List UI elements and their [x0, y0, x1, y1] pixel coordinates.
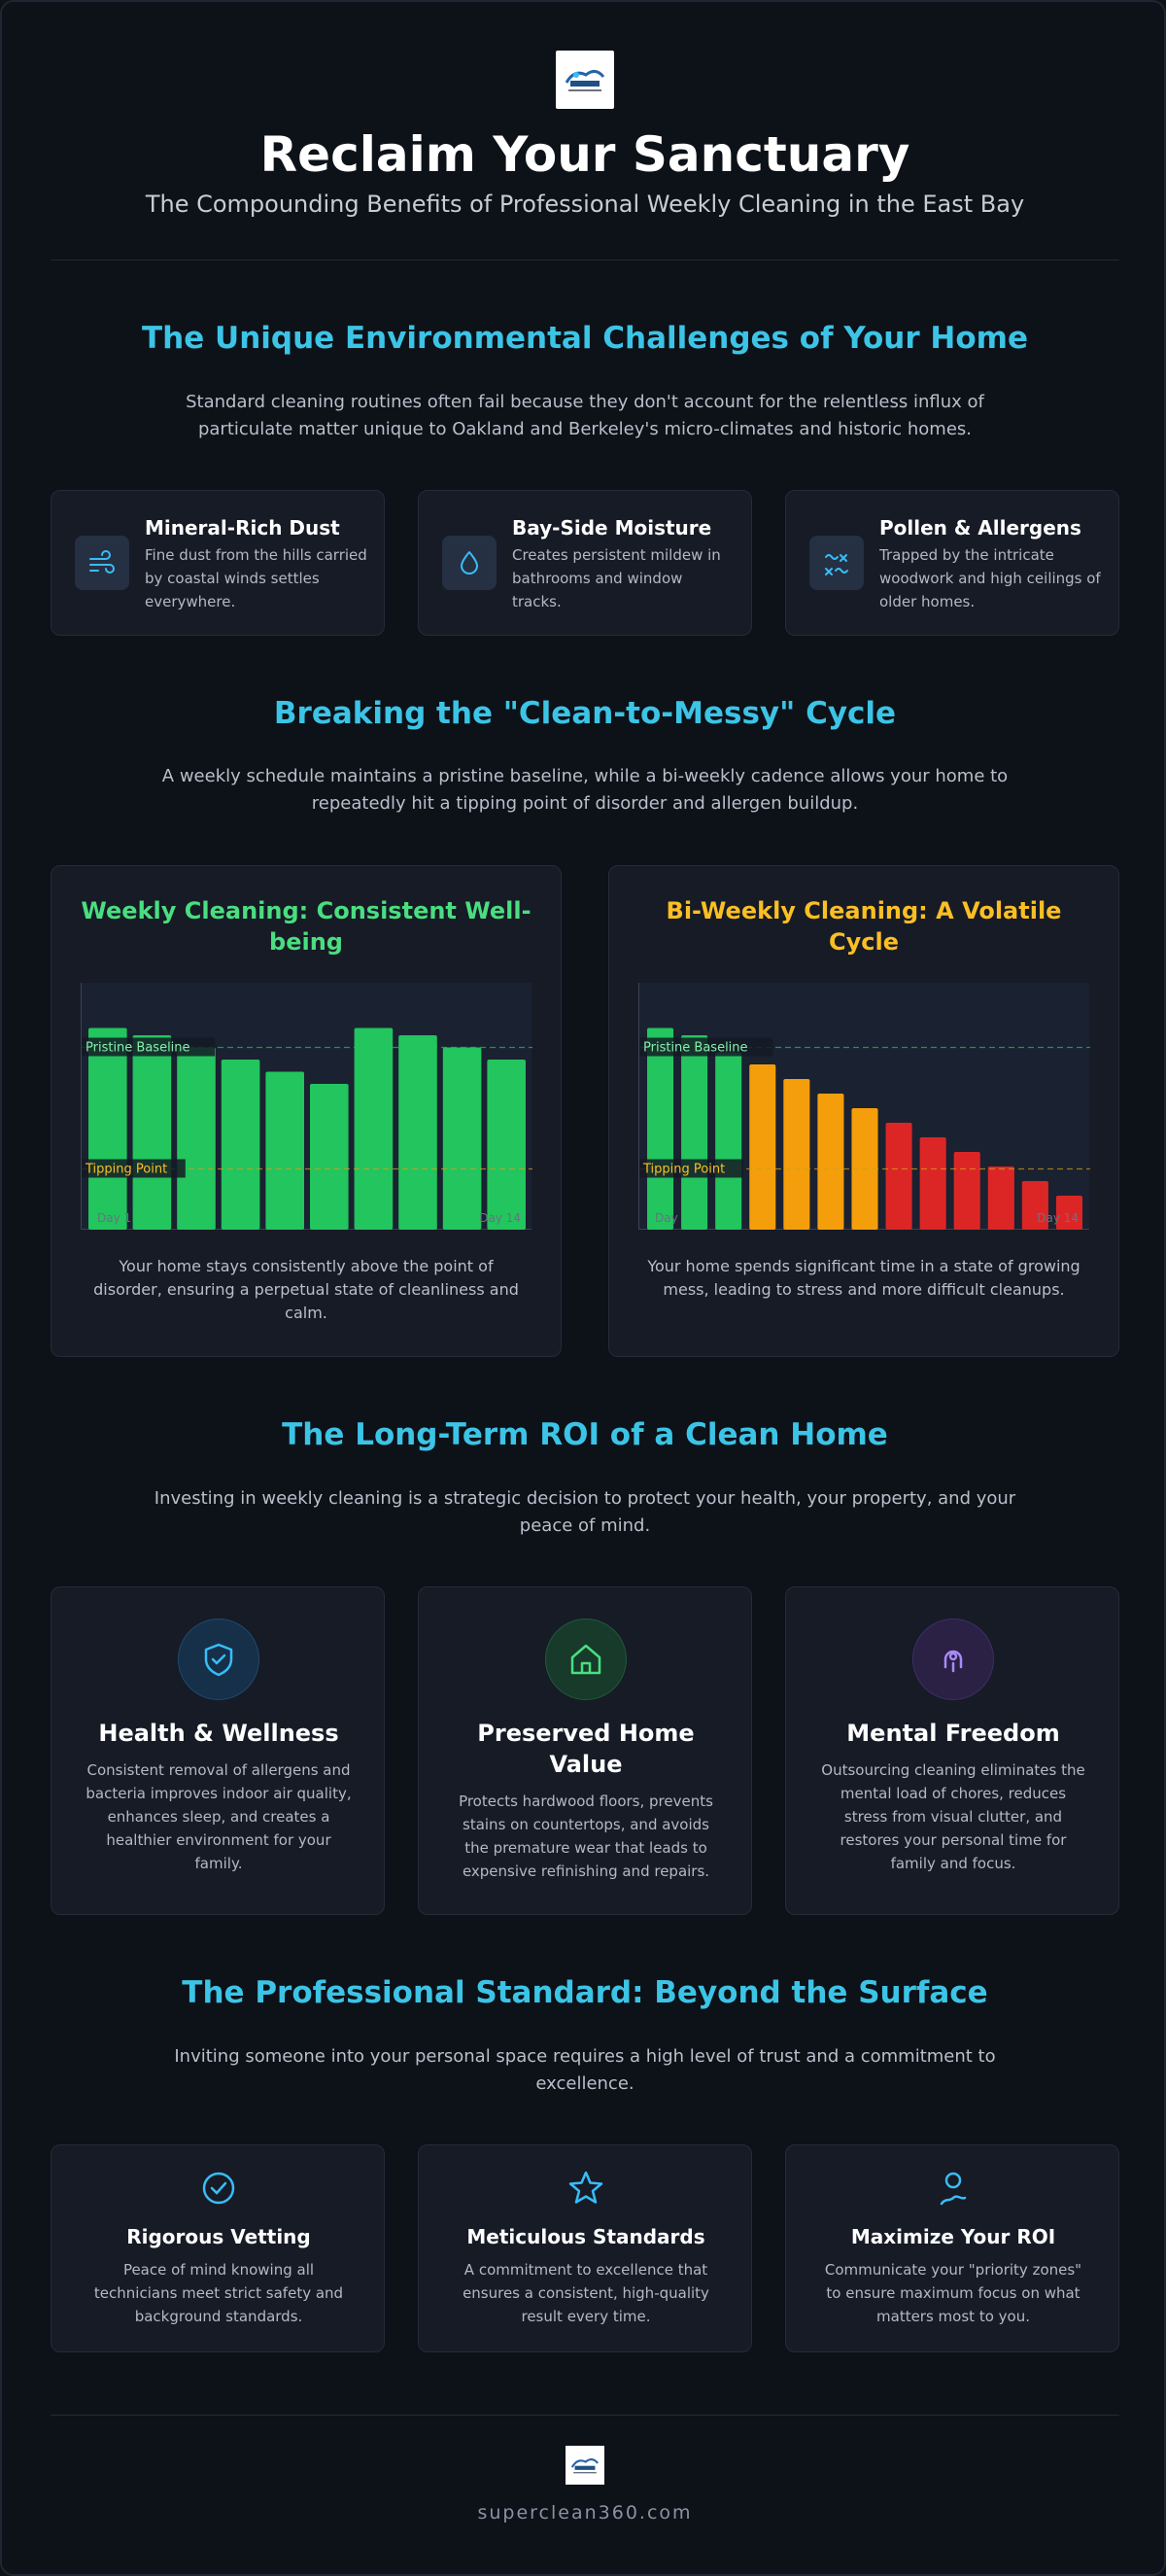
roi-title: Preserved Home Value: [477, 1720, 695, 1778]
logo-graphic-icon: [565, 70, 605, 91]
standard-heading: The Professional Standard: Beyond the Su…: [182, 1975, 988, 2010]
chart-bar: [1055, 1196, 1082, 1230]
biweekly-chart-caption: Your home spends significant time in a s…: [647, 1257, 1080, 1299]
chart-bar: [442, 1047, 482, 1230]
pollen-icon: [809, 536, 864, 590]
reference-label-bg: [82, 1159, 186, 1178]
chart-bar: [132, 1035, 172, 1230]
roi-text: Outsourcing cleaning eliminates the ment…: [821, 1761, 1085, 1872]
shield-check-icon: [178, 1619, 259, 1700]
footer-divider: [51, 2415, 1119, 2416]
chart-bar: [1021, 1181, 1048, 1230]
standard-title: Maximize Your ROI: [850, 2225, 1056, 2248]
x-tick-label: Day: [655, 1211, 678, 1225]
weekly-chart-card: Weekly Cleaning: Consistent Well-being P…: [51, 865, 562, 1357]
chart-bar: [783, 1079, 810, 1230]
reference-line-label: Pristine Baseline: [643, 1041, 748, 1056]
chart-bar: [398, 1035, 437, 1230]
weekly-chart-svg: Pristine Baseline Tipping Point Day 1 Day 1…: [82, 1027, 532, 1230]
biweekly-chart-card: Bi-Weekly Cleaning: A Volatile Cycle Pri…: [608, 865, 1119, 1357]
x-tick-label: Day 14: [1037, 1211, 1079, 1225]
challenge-card: Bay-Side Moisture Creates persistent mil…: [418, 490, 752, 636]
chart-bar: [715, 1052, 742, 1230]
divider: [51, 260, 1119, 261]
chart-bar: [885, 1123, 912, 1230]
brand-logo: [556, 51, 614, 109]
challenges-heading: The Unique Environmental Challenges of Y…: [141, 321, 1028, 356]
chart-bar: [177, 1047, 216, 1230]
standard-text: Communicate your "priority zones" to ens…: [824, 2261, 1082, 2325]
house-icon: [545, 1619, 627, 1700]
challenges-lead: Standard cleaning routines often fail be…: [186, 392, 984, 439]
roi-heading: The Long-Term ROI of a Clean Home: [282, 1417, 888, 1452]
page-title: Reclaim Your Sanctuary: [259, 126, 910, 183]
biweekly-chart-svg: Pristine Baseline Tipping Point Day Day 14: [639, 1027, 1090, 1230]
standard-card: Rigorous Vetting Peace of mind knowing a…: [51, 2144, 385, 2352]
chart-bar: [749, 1064, 776, 1230]
chart-bar: [647, 1027, 674, 1230]
cycle-lead: A weekly schedule maintains a pristine b…: [161, 766, 1009, 814]
roi-title: Health & Wellness: [98, 1720, 339, 1747]
roi-text: Protects hardwood floors, prevents stain…: [459, 1793, 713, 1880]
challenge-title: Bay-Side Moisture: [512, 516, 712, 540]
logo-graphic-icon: [570, 2458, 600, 2474]
challenge-title: Mineral-Rich Dust: [145, 516, 340, 540]
reference-line-label: Tipping Point: [642, 1163, 725, 1177]
star-icon: [568, 2171, 603, 2204]
footer-logo: [566, 2446, 604, 2485]
chart-bar: [310, 1084, 349, 1230]
chart-bar: [953, 1152, 980, 1230]
weekly-chart-plot: Pristine Baseline Tipping Point Day 1 Day 1…: [81, 983, 532, 1230]
standard-text: Peace of mind knowing all technicians me…: [93, 2261, 344, 2325]
wind-icon: [75, 536, 129, 590]
standard-title: Meticulous Standards: [466, 2225, 705, 2248]
page-subtitle: The Compounding Benefits of Professional…: [145, 191, 1025, 218]
person-icon: [940, 2172, 967, 2206]
roi-card: Mental Freedom Outsourcing cleaning elim…: [785, 1586, 1119, 1915]
chart-bar: [88, 1027, 127, 1230]
cycle-heading: Breaking the "Clean-to-Messy" Cycle: [273, 696, 897, 731]
challenge-text: Fine dust from the hills carried by coas…: [145, 546, 367, 610]
standard-text: A commitment to excellence that ensures …: [463, 2261, 709, 2325]
chart-bar: [987, 1166, 1014, 1230]
chart-bar: [681, 1035, 708, 1230]
reference-label-bg: [82, 1037, 216, 1057]
reference-label-bg: [639, 1037, 773, 1057]
challenge-card: Mineral-Rich Dust Fine dust from the hil…: [51, 490, 385, 636]
roi-title: Mental Freedom: [846, 1720, 1060, 1747]
chart-bar: [265, 1071, 304, 1230]
roi-text: Consistent removal of allergens and bact…: [86, 1761, 352, 1872]
reference-label-bg: [639, 1159, 743, 1178]
droplet-icon: [442, 536, 497, 590]
standard-lead: Inviting someone into your personal spac…: [174, 2046, 996, 2094]
x-tick-label: Day 14: [479, 1211, 521, 1225]
challenge-text: Trapped by the intricate woodwork and hi…: [879, 546, 1101, 610]
chart-bar: [354, 1027, 394, 1230]
check-circle-icon: [202, 2172, 235, 2205]
challenge-text: Creates persistent mildew in bathrooms a…: [512, 546, 721, 610]
x-tick-label: Day 1: [97, 1211, 131, 1225]
weekly-chart-title: Weekly Cleaning: Consistent Well-being: [81, 897, 532, 956]
reference-line-label: Tipping Point: [85, 1163, 167, 1177]
biweekly-chart-plot: Pristine Baseline Tipping Point Day Day 14: [638, 983, 1090, 1230]
challenge-title: Pollen & Allergens: [879, 516, 1081, 540]
standard-title: Rigorous Vetting: [126, 2225, 311, 2248]
reference-line-label: Pristine Baseline: [86, 1041, 190, 1056]
challenge-card: Pollen & Allergens Trapped by the intric…: [785, 490, 1119, 636]
standard-card: Meticulous Standards A commitment to exc…: [418, 2144, 752, 2352]
chart-bar: [817, 1094, 844, 1230]
roi-card: Preserved Home Value Protects hardwood f…: [418, 1586, 752, 1915]
standard-card: Maximize Your ROI Communicate your "prio…: [785, 2144, 1119, 2352]
chart-bar: [487, 1060, 526, 1230]
biweekly-chart-title: Bi-Weekly Cleaning: A Volatile Cycle: [666, 897, 1062, 956]
roi-lead: Investing in weekly cleaning is a strate…: [154, 1488, 1016, 1536]
weekly-chart-caption: Your home stays consistently above the p…: [93, 1257, 519, 1322]
footer-website-link[interactable]: superclean360.com: [477, 2502, 693, 2524]
brain-icon: [912, 1619, 994, 1700]
roi-card: Health & Wellness Consistent removal of …: [51, 1586, 385, 1915]
chart-bar: [919, 1137, 946, 1230]
chart-bar: [221, 1060, 260, 1230]
